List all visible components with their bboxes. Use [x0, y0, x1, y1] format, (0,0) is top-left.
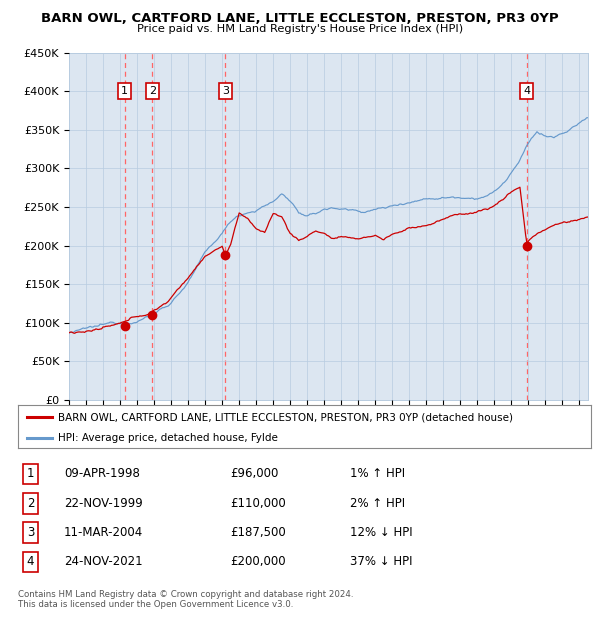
Text: Price paid vs. HM Land Registry's House Price Index (HPI): Price paid vs. HM Land Registry's House … [137, 24, 463, 33]
Text: 2: 2 [27, 497, 34, 510]
Text: 24-NOV-2021: 24-NOV-2021 [64, 556, 142, 569]
Text: 09-APR-1998: 09-APR-1998 [64, 467, 140, 481]
Text: 2% ↑ HPI: 2% ↑ HPI [350, 497, 406, 510]
Text: £187,500: £187,500 [230, 526, 286, 539]
Text: 1: 1 [27, 467, 34, 481]
Text: £110,000: £110,000 [230, 497, 286, 510]
Text: 1: 1 [121, 86, 128, 96]
Text: 4: 4 [27, 556, 34, 569]
Text: 1% ↑ HPI: 1% ↑ HPI [350, 467, 406, 481]
Text: £200,000: £200,000 [230, 556, 286, 569]
Text: 3: 3 [27, 526, 34, 539]
Text: 37% ↓ HPI: 37% ↓ HPI [350, 556, 413, 569]
Text: £96,000: £96,000 [230, 467, 278, 481]
Text: 12% ↓ HPI: 12% ↓ HPI [350, 526, 413, 539]
Text: 22-NOV-1999: 22-NOV-1999 [64, 497, 143, 510]
Text: Contains HM Land Registry data © Crown copyright and database right 2024.: Contains HM Land Registry data © Crown c… [18, 590, 353, 600]
Text: 4: 4 [523, 86, 530, 96]
Text: HPI: Average price, detached house, Fylde: HPI: Average price, detached house, Fyld… [58, 433, 278, 443]
Text: BARN OWL, CARTFORD LANE, LITTLE ECCLESTON, PRESTON, PR3 0YP: BARN OWL, CARTFORD LANE, LITTLE ECCLESTO… [41, 12, 559, 25]
Text: 3: 3 [222, 86, 229, 96]
Text: This data is licensed under the Open Government Licence v3.0.: This data is licensed under the Open Gov… [18, 600, 293, 609]
Text: BARN OWL, CARTFORD LANE, LITTLE ECCLESTON, PRESTON, PR3 0YP (detached house): BARN OWL, CARTFORD LANE, LITTLE ECCLESTO… [58, 412, 513, 422]
Text: 11-MAR-2004: 11-MAR-2004 [64, 526, 143, 539]
Text: 2: 2 [149, 86, 156, 96]
